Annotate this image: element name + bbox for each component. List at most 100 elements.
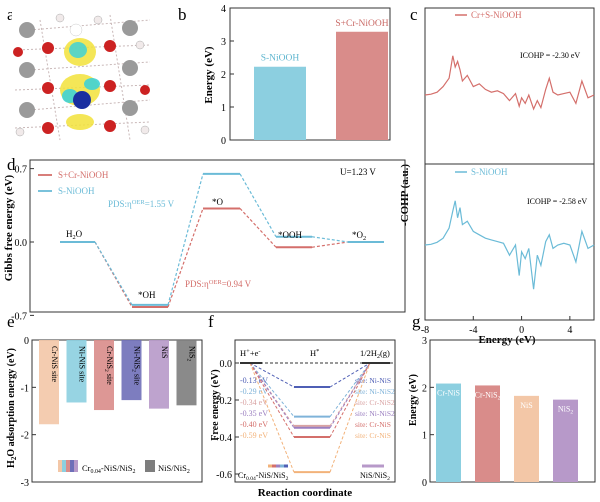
bar-label: Ni-NiS site [78,346,87,383]
value-label: -0.34 eV [240,398,268,407]
pds-annotation: PDS:ηOER=0.94 V [185,279,252,289]
connector [249,362,295,429]
y-tick-label: -1 [21,383,29,394]
y-axis-label: H2O adsorption energy (eV) [6,348,18,468]
legend-label: S+Cr-NiOOH [58,170,109,180]
legend-label: Cr+S-NiOOH [471,10,522,20]
legend-swatch [62,460,66,472]
value-label: -0.29 eV [240,387,268,396]
connector [329,362,371,388]
legend-label: Cr0.04-NiS/NiS2 [238,471,289,482]
connector [249,362,295,438]
connector [329,362,371,427]
y-tick-label: 0 [24,336,29,347]
potential-label: U=1.23 V [340,167,376,177]
connector [329,362,371,429]
panel-f: f Free energy (eV) 0.0 -0.2 -0.4 -0.6 -0.13 … [208,312,396,499]
bar-label: NiS [160,346,169,358]
pds-annotation: PDS:ηOER=1.55 V [108,199,175,209]
y-axis-label: Energy (eV) [408,374,419,426]
x-tick-label: -8 [421,325,429,336]
x-tick-label: -4 [469,325,477,336]
cohp-chart: -8 -4 0 4 Cr+S-NiOOH ICOHP = -2.30 eV S-NiOOH I… [421,7,595,336]
y-tick-label: -0.4 [216,433,232,444]
value-label: -0.13 eV [240,376,268,385]
connector [329,362,371,473]
series-label: site: Cr-NiS [355,431,391,440]
connector [311,236,349,243]
x-axis-label: Reaction coordinate [258,487,353,499]
bar-label: NiS2 [558,405,573,416]
y-tick-label: -3 [21,478,29,489]
legend-swatch [145,460,155,472]
cohp-line [424,55,595,111]
legend-swatch [74,460,78,472]
y-tick-label: 1 [422,431,427,442]
y-tick-label: -0.6 [216,470,232,481]
series-label: site: Cr-NiS2 [355,398,395,407]
bar [176,340,197,406]
y-tick-label: 0.7 [15,165,28,176]
y-tick-label: 4 [221,4,226,15]
y-axis-label: Energy (eV) [203,46,215,103]
plot-frame [234,339,396,483]
connector [94,241,133,306]
connector [167,173,204,306]
state-label: 1/2H2(g) [360,348,390,360]
bar-label: Ni-NiS2 site [131,346,142,385]
bar-chart-g: 0 1 2 3 Cr-NiS Cr-NiS2 NiS NiS2 [422,336,596,489]
legend-label: S-NiOOH [58,186,95,196]
bar [149,340,169,409]
value-label: -0.59 eV [240,431,268,440]
bar-label: S-NiOOH [261,54,300,64]
series-label: site: Ni-NiS2 [355,387,395,396]
plot-frame [29,159,406,313]
bar [475,385,500,482]
panel-letter: a [7,5,15,24]
legend-label: NiS/NiS2 [158,463,190,475]
bar-label: NiS2 [186,346,197,361]
series-label: site: Ni-NiS2 [355,409,395,418]
bar-label: Cr-NiS site [50,346,59,383]
connector [249,362,295,417]
legend-label: Cr0.04-NiS/NiS2 [82,463,136,475]
her-chart: 0.0 -0.2 -0.4 -0.6 -0.13 eV site: Ni-NiS -0.29… [216,339,396,483]
legend-label: S-NiOOH [471,167,508,177]
connector [249,362,295,388]
bar [39,340,59,425]
panel-letter: c [410,5,418,24]
y-tick-label: -0.7 [11,311,27,322]
icohp-annotation: ICOHP = -2.30 eV [520,51,580,60]
step-label-o: *O [212,197,224,207]
legend-swatch [70,460,74,472]
icohp-annotation: ICOHP = -2.58 eV [527,197,587,206]
panel-letter: d [7,155,16,174]
cohp-line [424,200,595,290]
panel-letter: e [7,312,15,331]
connector [167,208,204,308]
y-tick-label: 0.0 [220,359,233,370]
bar-label: NiS [520,401,532,410]
bar-chart-b: 0 1 2 3 4 S-NiOOH S+Cr-NiOOH [221,4,391,147]
series-label: site: Cr-NiS [355,420,391,429]
bar [66,340,87,403]
y-tick-label: 0 [221,136,226,147]
series-label: site: Ni-NiS [355,376,391,385]
bar [121,340,142,401]
panel-e: e H2O adsorption energy (eV) 0 -1 -2 -3 Cr-N… [6,312,203,489]
y-tick-label: 0.0 [15,238,28,249]
x-tick-label: 0 [519,325,524,336]
y-tick-label: 3 [422,336,427,347]
panel-letter: f [208,312,214,331]
value-label: -0.35 eV [240,409,268,418]
panel-letter: b [178,5,187,24]
state-label: H++e- [240,348,261,358]
y-tick-label: 0 [422,478,427,489]
crystal-structure-image [12,8,152,143]
panel-b: b Energy (eV) 0 1 2 3 4 S-NiOOH S+Cr-NiOOH [178,4,391,147]
connector [311,241,349,248]
panel-g: g Energy (eV) 0 1 2 3 Cr-NiS Cr-NiS2 NiS NiS2 [408,312,596,489]
bar-label: Cr-NiS [437,389,460,398]
